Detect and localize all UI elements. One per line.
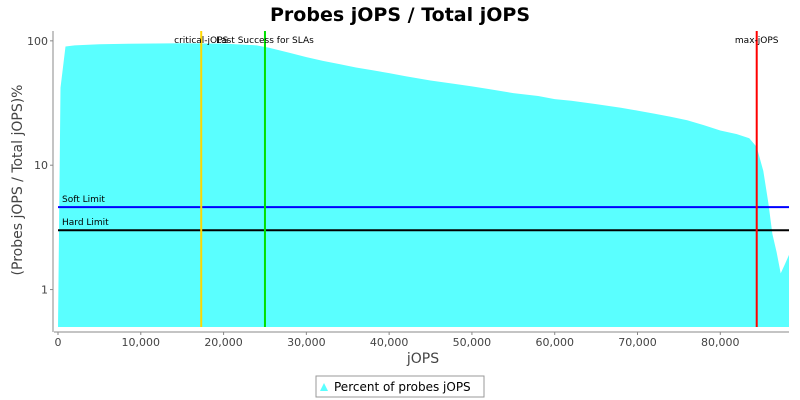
hline-label-0: Soft Limit: [62, 195, 105, 205]
x-tick-label-4: 40,000: [370, 336, 409, 349]
hline-label-1: Hard Limit: [62, 218, 109, 228]
y-tick-label-2: 100: [27, 35, 48, 48]
y-axis-label: (Probes jOPS / Total jOPS)%: [10, 85, 26, 276]
x-tick-label-6: 60,000: [535, 336, 574, 349]
x-tick-label-7: 70,000: [618, 336, 657, 349]
vline-label-0: critical-jOPS: [174, 36, 228, 46]
x-tick-label-5: 50,000: [453, 336, 492, 349]
chart-title: Probes jOPS / Total jOPS: [270, 4, 530, 26]
x-tick-label-3: 30,000: [287, 336, 326, 349]
legend-label: Percent of probes jOPS: [334, 380, 471, 394]
x-axis-label: jOPS: [406, 351, 439, 367]
x-tick-label-0: 0: [55, 336, 62, 349]
x-tick-label-1: 10,000: [122, 336, 161, 349]
legend-swatch: [320, 383, 328, 391]
x-tick-label-2: 20,000: [204, 336, 243, 349]
y-tick-label-1: 10: [34, 159, 48, 172]
vline-label-1: Last Success for SLAs: [216, 36, 314, 46]
vline-label-2: max-jOPS: [735, 36, 779, 46]
legend: Percent of probes jOPS: [315, 375, 485, 398]
x-tick-label-8: 80,000: [701, 336, 740, 349]
y-tick-label-0: 1: [41, 284, 48, 297]
series-area-0: [58, 43, 789, 328]
legend-box: [315, 375, 485, 398]
